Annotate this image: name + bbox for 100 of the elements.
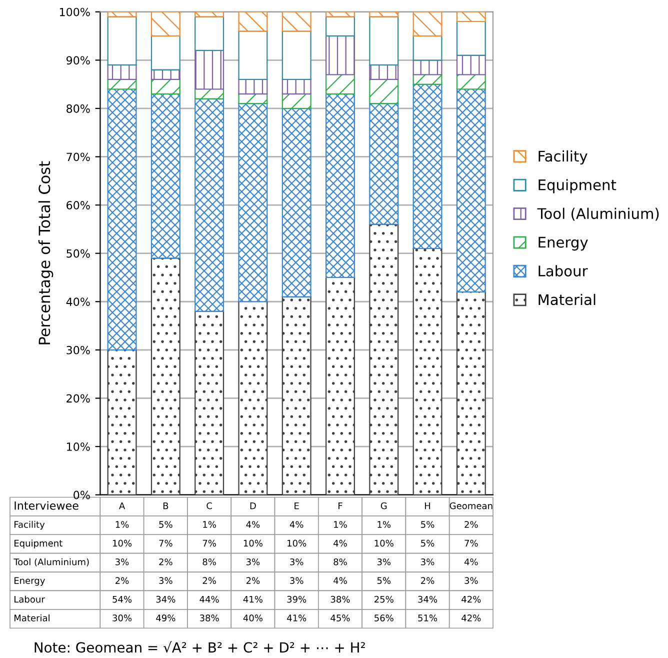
- data-label: 4%: [464, 558, 478, 566]
- data-label: 1%: [378, 521, 391, 528]
- bar: [282, 30, 312, 80]
- bar: [412, 12, 442, 37]
- text: Tool (Aluminium): [14, 558, 89, 566]
- y-tick-label: 60%: [66, 201, 90, 210]
- data-label: 51%: [418, 614, 438, 622]
- bar: [412, 248, 442, 495]
- bar: [194, 12, 224, 18]
- data-label: 3%: [116, 558, 129, 566]
- bar: [194, 50, 224, 90]
- bar: [456, 74, 486, 90]
- data-label: 39%: [287, 596, 306, 603]
- y-tick-label: 90%: [66, 56, 90, 65]
- data-label: 3%: [464, 577, 478, 584]
- bar: [238, 103, 268, 302]
- bar: [412, 84, 442, 250]
- bar: [282, 12, 312, 32]
- bar: [325, 93, 355, 278]
- text: Material: [14, 614, 50, 622]
- data-label: 5%: [377, 577, 391, 584]
- bar: [282, 296, 312, 495]
- x-tick-label: E: [294, 502, 299, 510]
- data-label: 2%: [246, 577, 260, 584]
- data-label: 4%: [246, 521, 260, 528]
- bar: [412, 74, 442, 85]
- data-label: 3%: [421, 558, 434, 566]
- bar: [325, 12, 355, 18]
- bar: [456, 88, 486, 293]
- data-label: 3%: [159, 577, 172, 584]
- data-label: 4%: [334, 577, 347, 584]
- bar: [238, 30, 268, 80]
- data-label: 42%: [462, 614, 481, 622]
- legend-label: Equipment: [538, 179, 616, 194]
- data-label: 10%: [244, 540, 262, 547]
- data-label: 7%: [202, 540, 216, 547]
- data-label: 2%: [464, 521, 478, 528]
- text: Facility: [14, 520, 45, 530]
- data-label: 38%: [200, 614, 219, 622]
- text: Labour: [14, 596, 45, 603]
- data-label: 38%: [330, 596, 350, 603]
- data-label: 10%: [112, 540, 132, 547]
- y-tick-label: 10%: [67, 442, 90, 451]
- y-tick-label: 100%: [60, 8, 90, 16]
- data-label: 3%: [290, 577, 304, 584]
- y-tick-label: 70%: [66, 152, 90, 162]
- bar: [150, 35, 180, 70]
- data-label: 34%: [156, 596, 176, 603]
- data-label: 2%: [202, 577, 216, 584]
- x-tick-label: G: [380, 502, 387, 510]
- data-label: 8%: [334, 558, 347, 566]
- data-label: 41%: [287, 614, 306, 622]
- data-label: 30%: [112, 614, 132, 622]
- data-label: 10%: [288, 540, 306, 547]
- bar: [325, 74, 355, 95]
- bar: [107, 88, 137, 350]
- bar: [456, 20, 486, 56]
- bar: [369, 224, 399, 495]
- bar: [325, 35, 355, 76]
- bar: [107, 16, 137, 66]
- bar: [412, 60, 442, 76]
- data-label: 5%: [159, 521, 172, 528]
- bar: [150, 258, 180, 495]
- y-axis-title: Percentage of Total Cost: [38, 161, 54, 344]
- bar: [369, 78, 399, 104]
- data-label: 42%: [462, 596, 481, 603]
- y-tick-label: 20%: [66, 394, 90, 403]
- bar: [369, 64, 399, 80]
- bar: [369, 103, 399, 225]
- data-label: 7%: [159, 540, 172, 547]
- data-label: 2%: [116, 577, 129, 584]
- bar: [194, 88, 224, 100]
- x-tick-label: H: [425, 502, 430, 510]
- bar: [150, 12, 180, 37]
- bar: [238, 78, 268, 95]
- y-tick-label: 0%: [74, 490, 90, 500]
- y-tick-label: 40%: [66, 298, 90, 306]
- bar: [107, 349, 137, 495]
- data-label: 10%: [374, 540, 394, 547]
- data-label: 4%: [334, 540, 347, 547]
- data-label: 2%: [159, 558, 172, 566]
- data-label: 54%: [112, 596, 132, 603]
- data-label: 49%: [156, 614, 176, 622]
- legend-label: Material: [538, 294, 596, 306]
- y-tick-label: 80%: [66, 104, 90, 113]
- y-tick-label: 30%: [66, 346, 90, 354]
- bar: [194, 98, 224, 312]
- data-label: 4%: [290, 521, 304, 528]
- legend-label: Labour: [538, 265, 588, 276]
- data-label: 34%: [418, 596, 438, 603]
- data-label: 2%: [421, 577, 434, 584]
- data-label: 3%: [290, 558, 304, 566]
- x-tick-label: B: [163, 502, 168, 510]
- data-label: 8%: [202, 558, 216, 566]
- data-label: 45%: [330, 614, 350, 622]
- data-label: 5%: [421, 540, 434, 547]
- x-tick-label: A: [119, 502, 126, 510]
- bar: [282, 93, 312, 109]
- data-label: 1%: [203, 521, 216, 528]
- bar: [456, 54, 486, 76]
